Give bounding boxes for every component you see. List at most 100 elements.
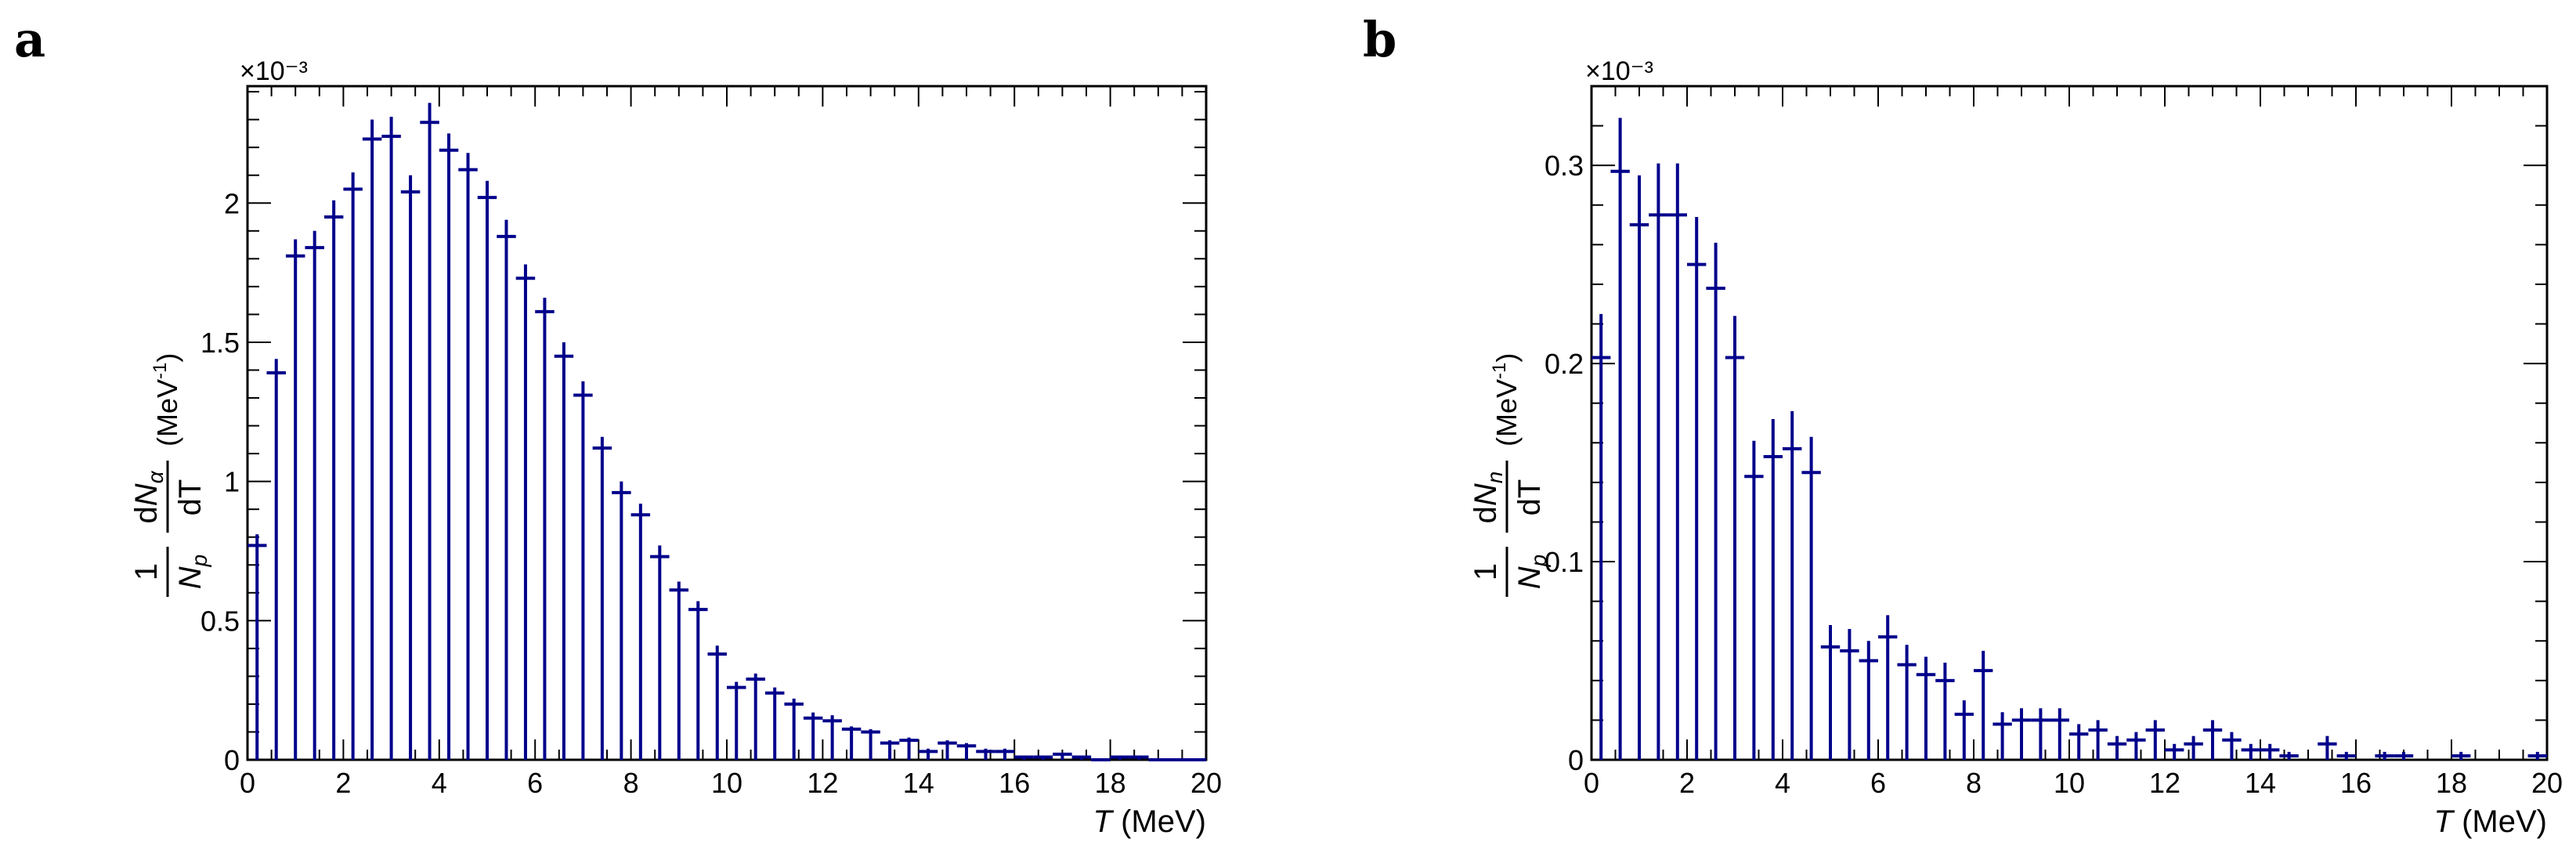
data-point <box>1629 175 1649 760</box>
data-point <box>2394 751 2414 760</box>
x-tick-label: 20 <box>1190 767 1222 799</box>
data-point <box>1033 755 1053 760</box>
data-point <box>285 239 305 760</box>
panel-letter-a: a <box>14 11 45 68</box>
y-ticks-b: 0 0.1 0.2 0.3 <box>1545 85 2547 776</box>
data-point <box>2184 736 2203 760</box>
data-point <box>2126 732 2146 760</box>
y-tick-label: 2 <box>224 187 240 219</box>
x-ticks-a: 0 2 4 6 8 10 12 14 16 18 20 <box>240 86 1222 799</box>
x-tick-label: 18 <box>1095 767 1126 799</box>
data-point <box>822 715 842 760</box>
data-point <box>362 119 382 760</box>
data-point <box>2031 708 2050 760</box>
x-tick-label: 20 <box>2531 767 2563 799</box>
data-point <box>381 117 401 760</box>
data-point <box>2279 751 2299 760</box>
data-point <box>1168 758 1187 761</box>
data-point <box>2069 724 2089 760</box>
y-tick-label: 0.5 <box>201 605 240 637</box>
chart-panel-a: a ×10⁻³ 1 Np dNα dT (MeV-1) 0 0.5 1 1.5 2 0 2… <box>14 11 1222 839</box>
data-points-b <box>1591 117 2547 760</box>
data-point <box>2202 720 2223 760</box>
data-point <box>1878 615 1898 760</box>
data-point <box>1897 645 1917 760</box>
data-point <box>400 175 421 760</box>
data-point <box>2318 736 2337 760</box>
y-axis-label-b: 1 Np dNn dT (MeV-1) <box>1469 353 1551 597</box>
ylabel-den-a: dT <box>173 479 208 516</box>
data-point <box>439 133 459 760</box>
data-point <box>497 219 516 760</box>
y-tick-label: 0 <box>224 744 240 776</box>
data-point <box>861 728 880 760</box>
data-point <box>1187 758 1206 761</box>
ylabel-one-b: 1 <box>1469 563 1503 580</box>
data-point <box>1820 625 1841 760</box>
data-point <box>1993 712 2012 760</box>
data-point <box>554 342 574 760</box>
data-point <box>841 726 862 760</box>
x-ticks-b: 0 2 4 6 8 10 12 14 16 18 20 <box>1584 86 2563 799</box>
x-tick-label: 8 <box>623 767 639 799</box>
multiplier-b: ×10⁻³ <box>1585 56 1653 86</box>
data-point <box>688 601 708 760</box>
x-tick-label: 12 <box>807 767 838 799</box>
data-point <box>2165 743 2184 760</box>
ylabel-unit-b: (MeV-1) <box>1489 353 1523 446</box>
data-point <box>323 200 344 760</box>
y-tick-label: 0.1 <box>1545 546 1584 578</box>
data-point <box>1974 650 1993 760</box>
ylabel-np-a: Np <box>173 555 211 589</box>
y-tick-label: 0.3 <box>1545 150 1584 182</box>
data-point <box>458 153 478 760</box>
data-point <box>1649 163 1668 760</box>
data-point <box>1840 629 1859 760</box>
y-ticks-a: 0 0.5 1 1.5 2 <box>201 91 1206 776</box>
x-tick-label: 16 <box>2340 767 2372 799</box>
data-point <box>2375 751 2394 760</box>
x-tick-label: 0 <box>1584 767 1599 799</box>
data-point <box>630 504 651 760</box>
data-point <box>1014 755 1034 760</box>
data-point <box>515 264 536 760</box>
multiplier-a: ×10⁻³ <box>240 56 308 86</box>
data-point <box>1801 436 1821 760</box>
x-axis-label-b: T (MeV) <box>2434 804 2547 839</box>
chart-panel-b: b ×10⁻³ 1 Np dNn dT (MeV-1) 0 0.1 0.2 0.3 0… <box>1363 11 2563 839</box>
y-tick-label: 0 <box>1568 744 1584 776</box>
ylabel-one-a: 1 <box>129 563 164 580</box>
data-point <box>592 436 612 760</box>
y-tick-label: 1 <box>224 466 240 498</box>
data-point <box>1916 656 1936 760</box>
x-tick-label: 2 <box>335 767 351 799</box>
data-point <box>420 103 439 760</box>
x-axis-label-a: T (MeV) <box>1093 804 1206 839</box>
data-point <box>2451 751 2471 760</box>
data-point <box>2145 720 2165 760</box>
x-tick-label: 10 <box>2054 767 2085 799</box>
x-tick-label: 2 <box>1679 767 1695 799</box>
data-point <box>938 740 957 760</box>
data-point <box>1610 117 1630 760</box>
data-point <box>2527 751 2547 760</box>
x-tick-label: 6 <box>1870 767 1886 799</box>
data-point <box>1859 641 1878 760</box>
x-tick-label: 16 <box>999 767 1030 799</box>
data-point <box>573 381 593 760</box>
data-point <box>1591 313 1611 760</box>
data-point <box>995 748 1015 760</box>
data-point <box>1935 663 1955 760</box>
data-point <box>1129 755 1149 760</box>
data-point <box>918 748 938 760</box>
data-point <box>2088 720 2108 760</box>
x-tick-label: 6 <box>527 767 543 799</box>
data-point <box>1053 752 1072 760</box>
data-point <box>247 534 267 760</box>
x-tick-label: 8 <box>1966 767 1982 799</box>
data-point <box>976 748 995 760</box>
ylabel-den-b: dT <box>1512 479 1547 516</box>
data-point <box>880 740 900 760</box>
data-point <box>266 359 286 760</box>
